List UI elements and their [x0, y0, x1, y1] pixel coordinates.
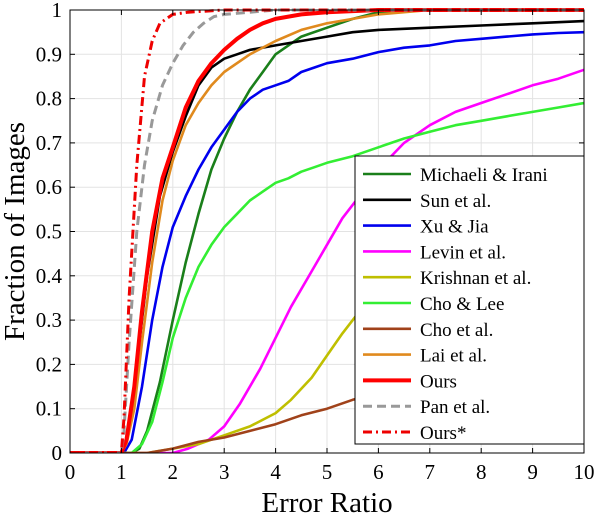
series-line-5: [70, 101, 584, 453]
series-line-10: [70, 8, 584, 453]
y-tick-label: 0.3: [36, 308, 62, 332]
y-tick-label: 0.8: [36, 87, 62, 111]
y-tick-label: 0.5: [36, 220, 62, 244]
axis-ticks: 0 1 2 3 4 5 6 7 8 9 10 0 0.1 0.2 0.3 0.4 0.5 0.6 0.7 0.8 0.9…: [36, 0, 595, 484]
x-tick-label: 8: [476, 460, 487, 484]
series-line-2: [70, 30, 584, 453]
legend-box: [354, 155, 585, 445]
legend-label: Pan et al.: [420, 397, 490, 418]
y-tick-label: 0.9: [36, 42, 62, 66]
legend-label: Ours: [420, 371, 457, 392]
legend: Michaeli & Irani Sun et al. Xu & Jia Levin …: [354, 155, 585, 445]
x-tick-label: 10: [574, 460, 595, 484]
x-tick-label: 6: [373, 460, 384, 484]
series-line-3: [70, 68, 584, 453]
legend-label: Michaeli & Irani: [420, 165, 548, 186]
x-tick-label: 7: [425, 460, 436, 484]
series-line-7: [70, 8, 584, 453]
y-tick-label: 0.1: [36, 397, 62, 421]
legend-label: Xu & Jia: [420, 217, 489, 238]
y-tick-label: 0.2: [36, 352, 62, 376]
legend-label: Sun et al.: [420, 191, 491, 212]
series-line-9: [70, 8, 584, 453]
x-tick-label: 4: [270, 460, 281, 484]
series-lines: [70, 8, 584, 453]
x-tick-label: 3: [219, 460, 230, 484]
y-axis-label: Fraction of Images: [0, 122, 31, 341]
y-tick-label: 0.7: [36, 131, 62, 155]
legend-label: Krishnan et al.: [420, 268, 531, 289]
y-tick-label: 0: [52, 441, 63, 465]
x-tick-label: 0: [65, 460, 76, 484]
y-tick-label: 0.4: [36, 264, 63, 288]
legend-label: Cho & Lee: [420, 294, 504, 315]
legend-label: Levin et al.: [420, 242, 506, 263]
legend-label: Lai et al.: [420, 346, 487, 367]
y-tick-label: 0.6: [36, 175, 62, 199]
y-tick-label: 1: [52, 0, 63, 22]
legend-label: Cho et al.: [420, 320, 493, 341]
x-axis-label: Error Ratio: [261, 487, 392, 519]
x-tick-label: 9: [527, 460, 538, 484]
x-tick-label: 1: [116, 460, 127, 484]
series-line-8: [70, 8, 584, 453]
legend-label: Ours*: [420, 423, 466, 444]
x-tick-label: 2: [168, 460, 179, 484]
x-tick-label: 5: [322, 460, 333, 484]
